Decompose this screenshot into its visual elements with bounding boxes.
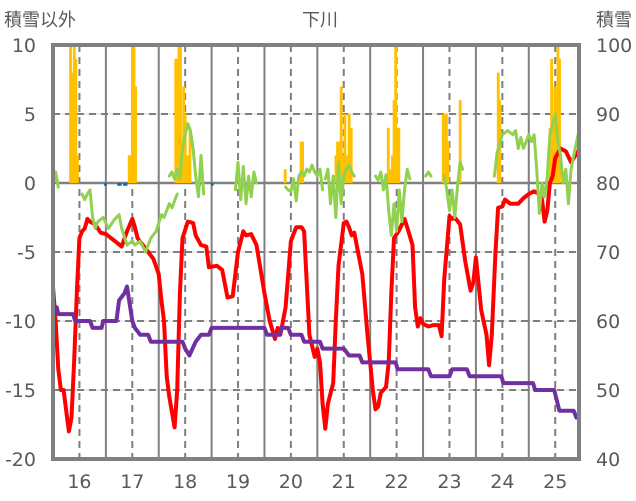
y-right-tick-label: 60 [596,311,620,333]
y-left-tick-label: 10 [12,35,36,57]
y-right-tick-label: 100 [596,35,632,57]
left-axis-label: 積雪以外 [4,10,76,31]
orange-bar [132,45,136,183]
x-tick-label: 24 [490,471,514,493]
orange-bar [283,169,287,183]
blue-bar [124,183,128,186]
orange-bar [130,45,134,183]
green-line-segment [424,170,433,178]
blue-bar [118,183,122,186]
y-left-tick-label: -15 [5,380,36,402]
green-line-segment [233,160,258,206]
orange-bar [134,86,137,183]
orange-bar [343,114,347,183]
orange-bar [388,169,392,183]
x-tick-label: 20 [279,471,303,493]
chart-title: 下川 [302,10,338,31]
y-right-tick-label: 90 [596,104,620,126]
x-tick-label: 21 [332,471,356,493]
orange-bar [183,114,187,183]
orange-bar [392,100,396,183]
orange-bar [74,58,78,183]
y-left-tick-label: -20 [5,449,36,471]
orange-bar [334,155,338,183]
x-tick-label: 18 [173,471,197,493]
blue-bar [123,183,126,186]
orange-bar [347,114,351,183]
orange-bar [70,72,74,183]
orange-bar [339,86,343,183]
orange-bar [341,155,345,183]
orange-bar [299,141,303,183]
green-line-segment [80,188,179,254]
orange-bar [301,141,305,183]
orange-bar [458,100,462,183]
orange-bar [550,58,554,183]
orange-bar [395,127,399,183]
orange-bar [496,72,500,183]
orange-bar [394,45,398,183]
orange-bar [187,155,190,183]
orange-bar [127,155,131,183]
y-left-tick-label: 5 [24,104,36,126]
blue-bar [117,183,121,186]
series-lines [51,112,581,434]
y-right-tick-label: 50 [596,380,620,402]
red-line [51,146,581,434]
y-left-tick-label: -5 [17,242,36,264]
bars [69,45,561,186]
green-line-segment [374,167,412,237]
orange-bar [188,127,192,183]
x-tick-label: 22 [385,471,409,493]
green-line-segment [323,160,356,219]
orange-bar [556,45,560,183]
orange-bar [185,155,189,183]
plot-frame [51,43,581,461]
purple-line [51,284,581,420]
blue-bar [104,183,107,186]
orange-bar [391,155,394,183]
green-line-segment [442,160,465,219]
orange-bar [553,86,557,183]
orange-bar [174,58,178,183]
orange-bar [445,114,448,183]
y-left-tick-label: -10 [5,311,36,333]
green-line-segment [284,163,325,203]
right-axis-label: 積雪 [596,10,632,31]
x-tick-label: 16 [67,471,91,493]
orange-bar [551,127,555,183]
green-line-segment [167,122,206,199]
orange-bar [349,127,353,183]
orange-bar [446,141,450,183]
x-tick-label: 19 [226,471,250,493]
y-right-tick-label: 70 [596,242,620,264]
orange-bar [386,127,390,183]
x-tick-label: 23 [437,471,461,493]
orange-bar [177,45,181,183]
orange-bar [175,58,179,183]
y-right-tick-label: 40 [596,449,620,471]
y-right-tick-label: 80 [596,173,620,195]
orange-bar [69,45,72,183]
x-tick-label: 25 [543,471,567,493]
x-tick-label: 17 [120,471,144,493]
orange-bar [397,127,401,183]
y-left-tick-label: 0 [24,173,36,195]
blue-bar [210,183,214,186]
orange-bar [76,155,79,183]
orange-bar [558,58,561,183]
orange-bar [179,45,182,183]
orange-bar [441,114,445,183]
orange-bar [129,155,133,183]
orange-bar [443,114,447,183]
green-line-segment [492,112,581,215]
orange-bar [72,45,76,183]
